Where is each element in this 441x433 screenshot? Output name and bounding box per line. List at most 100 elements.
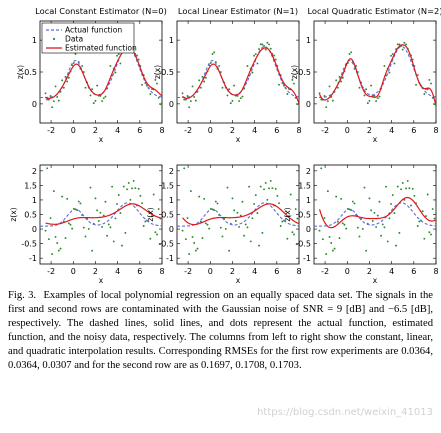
data-point bbox=[201, 237, 204, 240]
data-point bbox=[122, 185, 125, 188]
data-point bbox=[258, 48, 261, 51]
data-point bbox=[358, 235, 361, 238]
data-point bbox=[142, 225, 145, 227]
data-point bbox=[336, 220, 339, 223]
data-point bbox=[246, 226, 249, 229]
data-point bbox=[46, 167, 49, 170]
y-tick-label: 0 bbox=[32, 225, 37, 234]
data-point bbox=[159, 103, 162, 106]
data-point bbox=[198, 195, 201, 198]
data-point bbox=[87, 227, 90, 230]
data-point bbox=[161, 101, 162, 104]
data-point bbox=[398, 43, 401, 46]
data-point bbox=[248, 185, 251, 188]
data-point bbox=[126, 188, 129, 191]
data-point bbox=[189, 190, 192, 193]
estimated-function-line bbox=[182, 203, 299, 226]
y-tick-label: 1.5 bbox=[24, 181, 37, 190]
data-point bbox=[366, 102, 369, 105]
data-point bbox=[228, 249, 231, 252]
y-tick-label: 0.5 bbox=[161, 68, 174, 77]
estimated-function-line bbox=[319, 44, 436, 107]
chart-panel-3: Local Quadratic Estimator (N=2) -2 0 2 4 6 8 0 0… bbox=[290, 6, 441, 144]
data-point bbox=[151, 215, 153, 217]
data-point bbox=[219, 226, 222, 229]
y-tick-label: 2 bbox=[169, 167, 174, 176]
data-point bbox=[52, 190, 55, 193]
data-point bbox=[376, 97, 379, 100]
data-point bbox=[127, 181, 130, 184]
x-tick-label: 6 bbox=[274, 267, 279, 276]
data-point bbox=[64, 237, 67, 240]
y-tick-label: 1 bbox=[169, 196, 174, 205]
data-point bbox=[112, 240, 115, 243]
data-point bbox=[403, 41, 406, 44]
data-point bbox=[373, 211, 376, 214]
plot-area bbox=[313, 20, 437, 124]
data-point bbox=[121, 244, 124, 247]
data-point bbox=[61, 195, 64, 198]
y-tick-label: 1 bbox=[32, 36, 37, 45]
data-point bbox=[373, 94, 376, 97]
y-tick-label: 1 bbox=[169, 36, 174, 45]
data-point bbox=[144, 220, 147, 223]
x-tick-label: 8 bbox=[159, 267, 164, 276]
data-point bbox=[231, 99, 234, 102]
data-point bbox=[320, 98, 323, 101]
x-axis-label: x bbox=[99, 276, 104, 285]
x-tick-label: 6 bbox=[411, 126, 416, 135]
data-point bbox=[263, 45, 266, 47]
x-tick-label: 4 bbox=[115, 126, 120, 135]
data-point bbox=[204, 76, 207, 79]
data-point bbox=[400, 188, 403, 191]
caption-text: Examples of local polynomial regression … bbox=[8, 290, 433, 372]
y-tick-label: 0 bbox=[32, 100, 37, 109]
data-point bbox=[91, 249, 94, 252]
y-axis-label: z(x) bbox=[146, 207, 155, 221]
data-point bbox=[361, 227, 364, 230]
data-point bbox=[264, 48, 267, 51]
data-point bbox=[226, 186, 229, 189]
data-point bbox=[109, 226, 112, 229]
data-point bbox=[213, 209, 216, 212]
data-point bbox=[263, 188, 266, 191]
data-point bbox=[157, 96, 160, 99]
data-point bbox=[161, 222, 162, 225]
data-point bbox=[152, 193, 155, 196]
data-point bbox=[49, 217, 52, 219]
data-point bbox=[418, 220, 421, 223]
legend-entry: Data bbox=[65, 35, 83, 44]
data-point bbox=[194, 249, 197, 252]
data-point bbox=[340, 80, 343, 83]
data-point bbox=[74, 53, 77, 55]
data-point bbox=[333, 247, 336, 250]
data-point bbox=[234, 219, 237, 222]
y-axis-label: z(x) bbox=[16, 65, 25, 79]
caption-label: Fig. 3. bbox=[8, 290, 37, 301]
data-point bbox=[278, 202, 280, 205]
data-point bbox=[431, 96, 434, 99]
data-point bbox=[286, 237, 289, 240]
x-tick-label: 4 bbox=[252, 126, 257, 135]
data-point bbox=[433, 103, 436, 106]
x-tick-label: 2 bbox=[230, 126, 235, 135]
data-point bbox=[244, 223, 247, 226]
chart-title: Local Quadratic Estimator (N=2) bbox=[307, 6, 441, 16]
data-point bbox=[99, 211, 102, 214]
data-point bbox=[106, 234, 109, 237]
data-point bbox=[326, 190, 329, 193]
data-point bbox=[405, 187, 407, 190]
data-point bbox=[61, 79, 64, 82]
data-point bbox=[321, 238, 324, 241]
x-tick-label: 2 bbox=[93, 126, 98, 135]
data-point bbox=[213, 51, 216, 54]
data-point bbox=[293, 233, 295, 236]
data-point bbox=[209, 61, 212, 64]
data-point bbox=[129, 198, 132, 201]
data-point bbox=[134, 187, 137, 190]
x-tick-label: 4 bbox=[389, 267, 394, 276]
data-point bbox=[62, 86, 65, 89]
data-point bbox=[114, 217, 117, 220]
data-point bbox=[239, 214, 242, 217]
